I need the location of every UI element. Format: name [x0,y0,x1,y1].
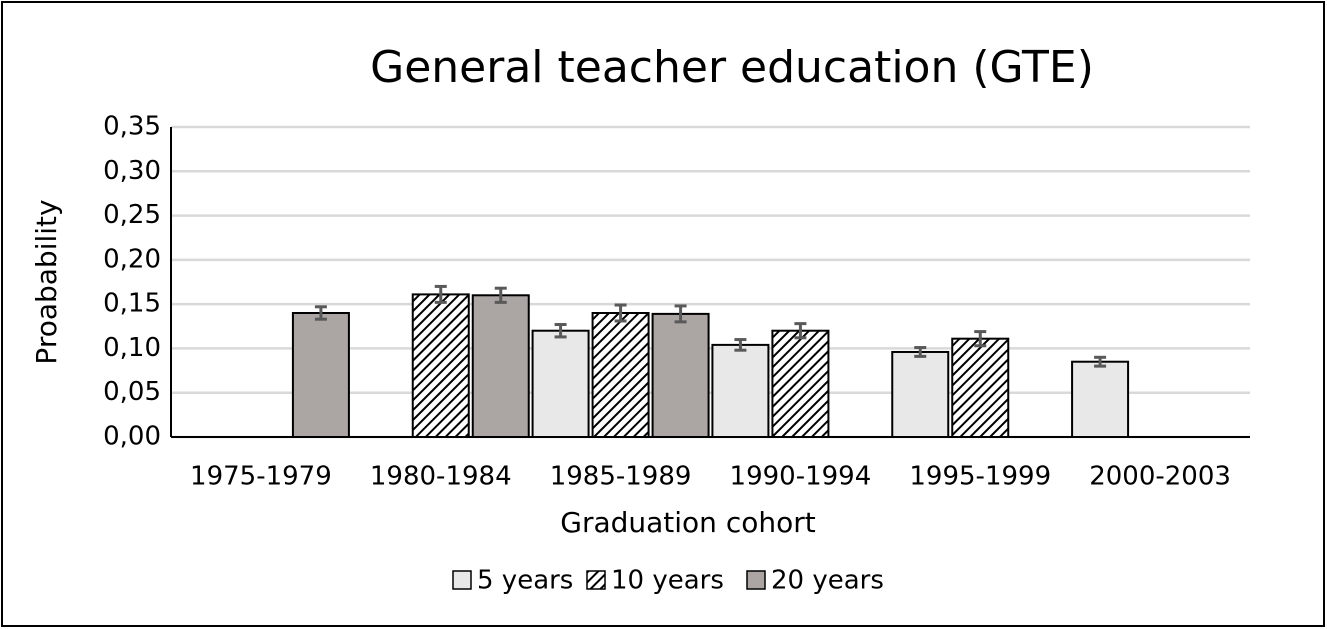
bar [471,294,530,438]
x-axis-title: Graduation cohort [560,506,815,539]
bar [891,350,950,439]
chart-title: General teacher education (GTE) [370,42,1094,93]
error-bar [734,338,747,352]
bar [291,312,350,438]
x-tick-label: 1985-1989 [550,462,692,492]
bar [1071,360,1130,439]
y-tick-label: 0,15 [103,289,161,319]
bar [531,329,590,439]
error-bar [974,330,987,348]
error-bar [314,305,327,321]
bar [771,329,830,439]
y-tick-label: 0,35 [103,112,161,142]
y-tick-label: 0,05 [103,377,161,407]
bar [651,312,710,438]
bar [711,343,770,438]
legend-label: 5 years [477,566,573,596]
error-bar [434,284,447,304]
error-bar [794,322,807,340]
bar [951,337,1010,438]
y-tick-label: 0,10 [103,333,161,363]
legend-swatch [586,570,606,590]
y-axis-title: Proabability [30,199,63,364]
x-tick-label: 1975-1979 [190,462,332,492]
legend-label: 10 years [611,566,724,596]
bar [591,312,650,438]
y-tick-label: 0,30 [103,156,161,186]
legend-label: 20 years [771,566,884,596]
x-tick-label: 2000-2003 [1089,462,1231,492]
legend-swatch [452,570,472,590]
error-bar [494,286,507,304]
error-bar [614,303,627,323]
error-bar [1094,355,1107,368]
error-bar [554,323,567,339]
x-tick-label: 1980-1984 [370,462,512,492]
y-tick-label: 0,20 [103,244,161,274]
bar [411,293,470,438]
x-tick-label: 1995-1999 [909,462,1051,492]
x-tick-label: 1990-1994 [730,462,872,492]
error-bar [914,346,927,358]
error-bar [674,304,687,324]
y-tick-label: 0,25 [103,200,161,230]
legend-swatch [746,570,766,590]
y-tick-label: 0,00 [103,422,161,452]
